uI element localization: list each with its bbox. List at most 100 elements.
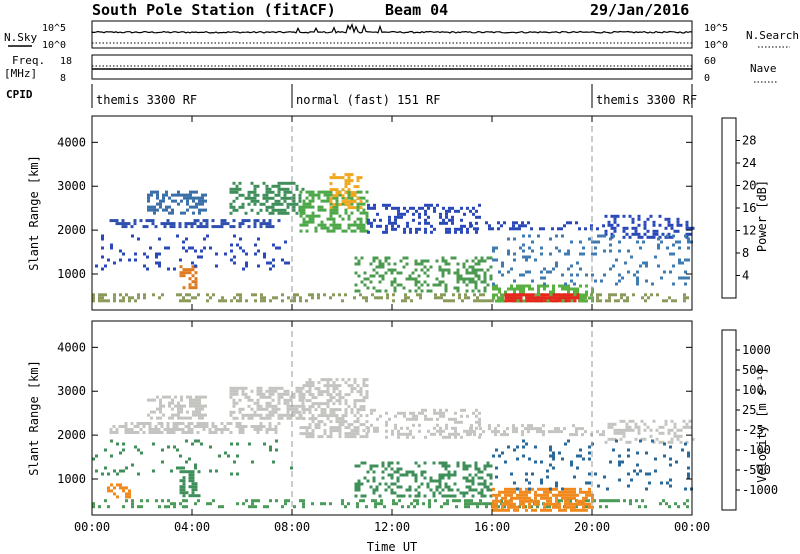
data-cell — [378, 289, 382, 293]
data-cell — [365, 505, 368, 509]
data-cell — [356, 417, 360, 421]
data-cell — [329, 182, 333, 186]
data-cell — [372, 274, 376, 278]
data-cell — [292, 196, 296, 200]
data-cell — [329, 296, 332, 300]
data-cell — [551, 430, 554, 434]
data-cell — [582, 246, 585, 250]
data-cell — [495, 496, 498, 500]
data-cell — [564, 284, 567, 288]
freq-tick-low: 8 — [60, 73, 66, 84]
data-cell — [202, 225, 206, 229]
data-cell — [278, 246, 281, 250]
data-cell — [492, 454, 495, 458]
data-cell — [402, 473, 406, 477]
data-cell — [283, 211, 287, 215]
data-cell — [362, 226, 366, 230]
data-cell — [429, 479, 433, 483]
data-cell — [195, 395, 198, 399]
data-cell — [137, 505, 140, 509]
data-cell — [256, 211, 260, 215]
data-cell — [145, 225, 149, 229]
data-cell — [387, 461, 391, 465]
data-cell — [148, 425, 152, 428]
data-cell — [314, 387, 318, 391]
data-cell — [664, 419, 668, 423]
data-cell — [354, 283, 358, 287]
data-cell — [365, 199, 369, 203]
data-cell — [534, 493, 537, 497]
data-cell — [415, 230, 418, 234]
data-cell — [492, 282, 495, 286]
data-cell — [462, 491, 466, 495]
data-cell — [236, 442, 239, 446]
data-cell — [140, 499, 143, 503]
data-cell — [311, 396, 315, 400]
data-cell — [172, 225, 176, 229]
data-cell — [454, 230, 457, 234]
data-cell — [453, 470, 457, 474]
data-cell — [399, 494, 403, 498]
data-cell — [341, 396, 345, 400]
data-cell — [537, 493, 540, 497]
data-cell — [557, 430, 560, 434]
data-cell — [513, 299, 517, 303]
data-cell — [295, 416, 299, 420]
data-cell — [510, 490, 513, 494]
data-cell — [495, 287, 498, 291]
data-cell — [513, 290, 516, 294]
data-cell — [454, 432, 457, 436]
data-cell — [274, 431, 278, 434]
data-cell — [622, 434, 626, 438]
data-cell — [262, 392, 266, 396]
data-cell — [643, 223, 647, 227]
data-cell — [365, 420, 369, 424]
data-cell — [534, 296, 538, 300]
data-cell — [451, 417, 454, 421]
data-cell — [191, 494, 195, 498]
data-cell — [223, 428, 227, 431]
data-cell — [359, 176, 363, 180]
data-cell — [329, 176, 333, 180]
data-cell — [281, 299, 284, 303]
data-cell — [293, 293, 296, 297]
data-cell — [272, 460, 275, 464]
data-cell — [483, 464, 487, 468]
data-cell — [188, 473, 192, 477]
data-cell — [477, 274, 481, 278]
data-cell — [403, 432, 406, 436]
data-cell — [250, 416, 254, 420]
data-cell — [444, 262, 448, 266]
data-cell — [241, 386, 245, 390]
data-cell — [153, 211, 156, 215]
data-cell — [585, 508, 588, 512]
data-cell — [410, 502, 413, 506]
data-cell — [615, 282, 618, 286]
data-cell — [286, 196, 290, 200]
data-cell — [332, 173, 336, 177]
data-cell — [414, 268, 418, 272]
data-cell — [167, 445, 170, 449]
data-cell — [182, 485, 186, 489]
data-cell — [156, 196, 159, 200]
data-cell — [262, 219, 266, 223]
data-cell — [146, 267, 149, 271]
data-cell — [238, 193, 242, 197]
data-cell — [185, 293, 188, 297]
data-cell — [564, 442, 567, 446]
data-cell — [131, 505, 134, 509]
data-cell — [268, 205, 272, 209]
data-cell — [147, 413, 150, 417]
data-cell — [104, 499, 107, 503]
data-cell — [354, 256, 358, 260]
data-cell — [184, 225, 188, 229]
data-cell — [531, 240, 534, 244]
data-cell — [179, 271, 183, 275]
data-cell — [326, 435, 330, 439]
data-cell — [379, 224, 382, 228]
data-cell — [412, 423, 415, 427]
data-cell — [277, 219, 281, 223]
data-cell — [463, 408, 466, 412]
data-cell — [182, 494, 186, 498]
data-cell — [500, 499, 503, 503]
